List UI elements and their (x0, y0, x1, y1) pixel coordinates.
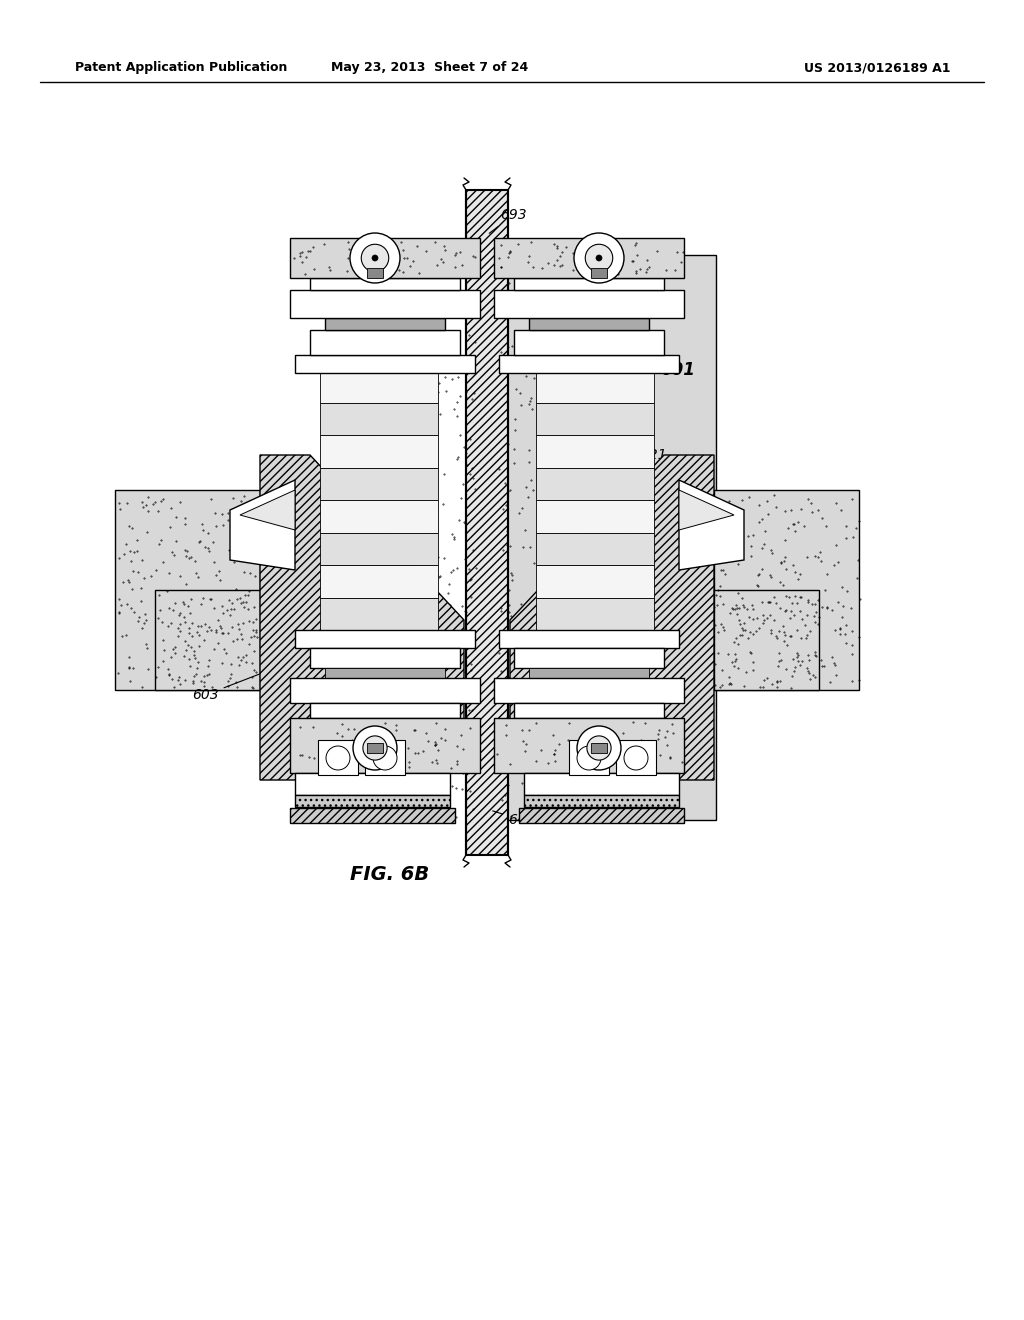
Circle shape (587, 737, 611, 760)
Bar (319, 436, 438, 467)
Circle shape (350, 234, 400, 282)
Bar (536, 532, 654, 565)
Text: 641: 641 (493, 810, 535, 828)
Bar (536, 370, 654, 403)
Bar (519, 808, 684, 822)
Bar (310, 648, 460, 668)
Bar (319, 532, 438, 565)
Text: US 2013/0126189 A1: US 2013/0126189 A1 (804, 62, 950, 74)
Bar (319, 565, 438, 598)
Circle shape (596, 744, 602, 751)
Bar (367, 743, 383, 752)
Bar (319, 403, 438, 436)
Text: 601: 601 (623, 360, 695, 379)
Bar (536, 500, 654, 532)
Bar (155, 590, 260, 690)
Circle shape (372, 255, 378, 261)
Bar (295, 355, 475, 374)
Bar (524, 795, 679, 807)
Polygon shape (466, 190, 508, 855)
Circle shape (372, 744, 378, 751)
Bar (536, 403, 654, 436)
Bar (325, 318, 445, 330)
Bar (367, 268, 383, 279)
Bar (290, 718, 480, 774)
Bar (295, 774, 450, 795)
Polygon shape (679, 490, 734, 531)
Polygon shape (240, 490, 295, 531)
Bar (319, 467, 438, 500)
Circle shape (326, 746, 350, 770)
Bar (514, 330, 664, 355)
Text: 621: 621 (622, 447, 667, 488)
Circle shape (373, 746, 397, 770)
Bar (536, 565, 654, 598)
Bar (365, 741, 406, 775)
Bar (310, 330, 460, 355)
Text: 603: 603 (193, 671, 267, 702)
Bar (319, 598, 438, 630)
Bar (295, 795, 450, 807)
Circle shape (586, 244, 612, 272)
Bar (514, 648, 664, 668)
Bar (319, 370, 438, 403)
Bar (514, 704, 664, 718)
Bar (290, 238, 480, 279)
Bar (290, 808, 455, 822)
Circle shape (353, 726, 397, 770)
Bar (494, 678, 684, 704)
Bar (591, 268, 607, 279)
Bar (295, 630, 475, 648)
Circle shape (624, 746, 648, 770)
Text: 695: 695 (512, 238, 547, 259)
Bar (494, 290, 684, 318)
Text: Patent Application Publication: Patent Application Publication (75, 62, 288, 74)
Circle shape (574, 234, 624, 282)
Polygon shape (230, 480, 295, 570)
Bar (319, 500, 438, 532)
Bar (591, 743, 607, 752)
Bar (569, 741, 609, 775)
Circle shape (361, 244, 389, 272)
Bar (499, 630, 679, 648)
Bar (290, 290, 480, 318)
Bar (325, 668, 445, 678)
Text: 693: 693 (489, 209, 526, 234)
Bar (115, 490, 260, 690)
Bar (536, 598, 654, 630)
Text: 641: 641 (322, 251, 357, 267)
Bar (514, 279, 664, 290)
Bar (290, 678, 480, 704)
Bar (714, 590, 819, 690)
Bar (536, 467, 654, 500)
Bar (496, 255, 716, 820)
Bar (494, 718, 684, 774)
Bar (499, 355, 679, 374)
Circle shape (596, 255, 602, 261)
Bar (310, 704, 460, 718)
Polygon shape (679, 480, 744, 570)
Polygon shape (260, 455, 464, 780)
Bar (529, 668, 649, 678)
Circle shape (577, 726, 621, 770)
Text: May 23, 2013  Sheet 7 of 24: May 23, 2013 Sheet 7 of 24 (332, 62, 528, 74)
Bar (524, 774, 679, 795)
Text: FIG. 6B: FIG. 6B (350, 866, 430, 884)
Circle shape (362, 737, 387, 760)
Bar (494, 238, 684, 279)
Bar (318, 741, 358, 775)
Bar (529, 318, 649, 330)
Bar (714, 490, 859, 690)
Circle shape (577, 746, 601, 770)
Bar (310, 279, 460, 290)
Bar (616, 741, 656, 775)
Polygon shape (510, 455, 714, 780)
Bar (536, 436, 654, 467)
